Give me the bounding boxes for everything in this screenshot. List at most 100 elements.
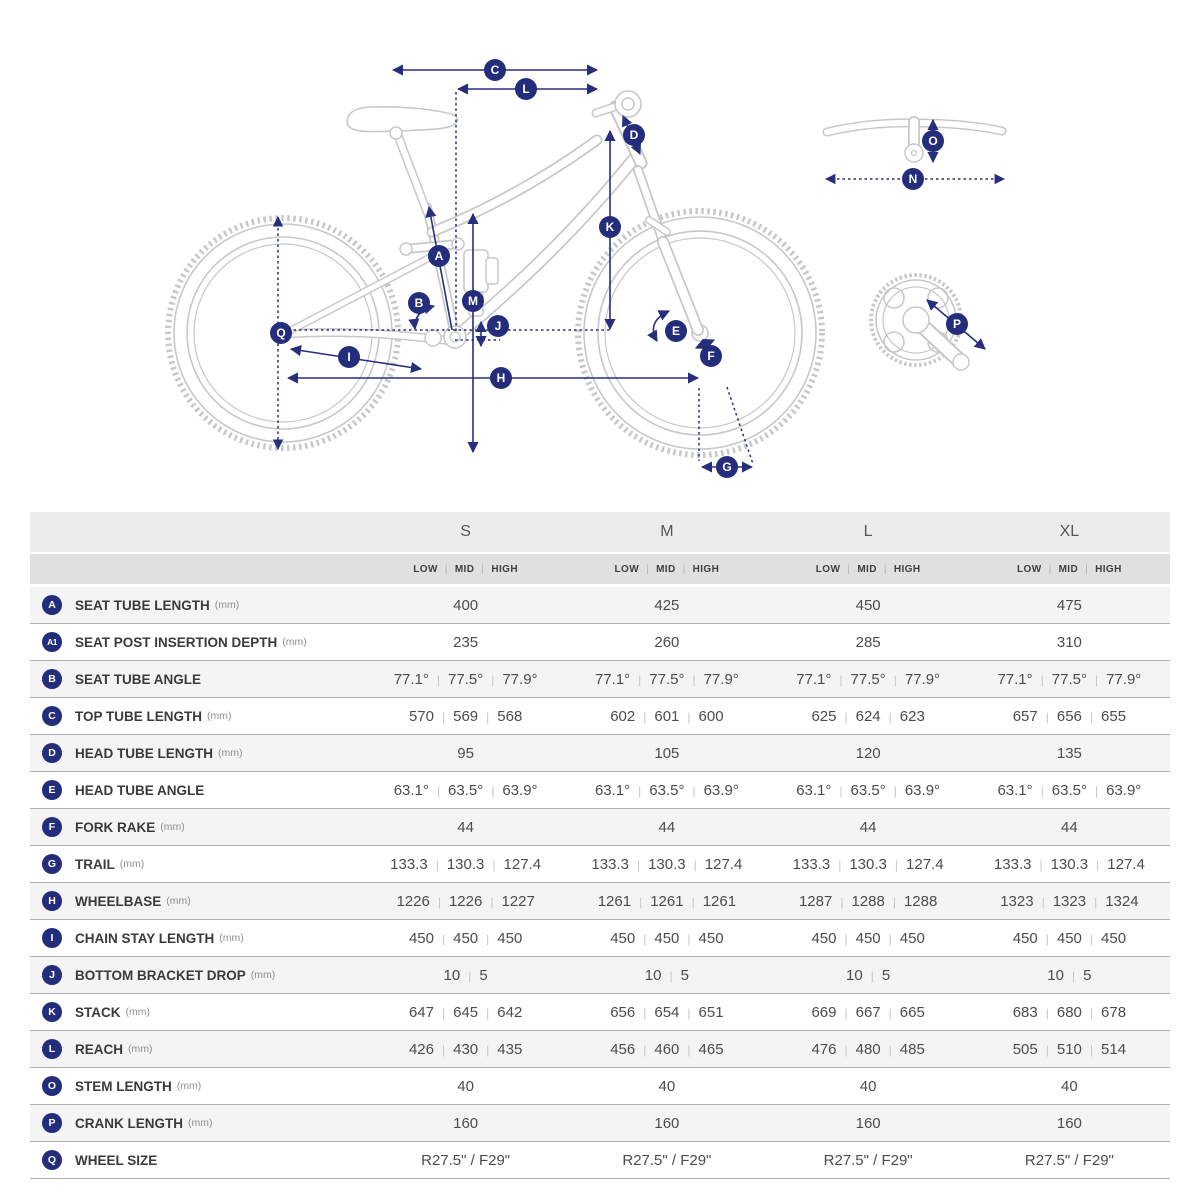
row-label: FORK RAKE bbox=[75, 819, 156, 835]
size-value: 669 bbox=[811, 1003, 837, 1021]
value-pipe: | bbox=[436, 783, 441, 798]
row-label: HEAD TUBE LENGTH bbox=[75, 745, 213, 761]
size-value: 160 bbox=[453, 1114, 479, 1132]
size-value: 10 bbox=[644, 966, 662, 984]
level-labels: LOW | MID | HIGH bbox=[768, 564, 969, 575]
size-value: 600 bbox=[698, 707, 724, 725]
row-unit: (mm) bbox=[188, 1117, 213, 1129]
value-pipe: | bbox=[492, 857, 496, 872]
size-value-cell: 400 bbox=[365, 597, 566, 614]
size-value: 130.3 bbox=[648, 855, 686, 873]
size-value: R27.5" / F29" bbox=[622, 1151, 712, 1169]
level-label: LOW bbox=[413, 563, 438, 575]
value-pipe: | bbox=[839, 672, 843, 687]
row-label-cell: D HEAD TUBE LENGTH (mm) bbox=[30, 743, 365, 763]
size-value: 77.5° bbox=[1051, 670, 1087, 688]
size-value: 77.9° bbox=[703, 670, 739, 688]
size-value: 135 bbox=[1056, 744, 1082, 762]
level-label: HIGH bbox=[491, 563, 518, 575]
row-label: REACH bbox=[75, 1041, 124, 1057]
size-value: R27.5" / F29" bbox=[421, 1151, 511, 1169]
size-value-cell: R27.5" / F29" bbox=[365, 1152, 566, 1169]
value-pipe: | bbox=[1045, 709, 1049, 724]
size-value-cell: 77.1° | 77.5° | 77.9° bbox=[768, 671, 969, 688]
row-badge: Q bbox=[42, 1150, 62, 1170]
table-row: O STEM LENGTH (mm) 40 40 40 40 bbox=[30, 1068, 1170, 1105]
svg-text:B: B bbox=[415, 296, 424, 310]
row-label-cell: E HEAD TUBE ANGLE bbox=[30, 780, 365, 800]
row-label: CHAIN STAY LENGTH bbox=[75, 930, 215, 946]
row-label: STACK bbox=[75, 1004, 121, 1020]
value-pipe: | bbox=[1094, 672, 1099, 687]
value-pipe: | bbox=[687, 1005, 691, 1020]
size-value: 10 bbox=[846, 966, 863, 984]
size-value-cell: 133.3 | 130.3 | 127.4 bbox=[768, 856, 969, 873]
value-pipe: | bbox=[888, 709, 892, 724]
value-pipe: | bbox=[1094, 894, 1098, 909]
size-value-cell: 235 bbox=[365, 634, 566, 651]
size-value: 1323 bbox=[1052, 892, 1087, 910]
size-value: 10 bbox=[443, 966, 461, 984]
value-pipe: | bbox=[1045, 931, 1049, 946]
row-unit: (mm) bbox=[218, 747, 243, 759]
size-value-cell: 77.1° | 77.5° | 77.9° bbox=[365, 671, 566, 688]
size-value: 569 bbox=[453, 707, 479, 725]
row-badge: A1 bbox=[42, 632, 62, 652]
size-value-cell: 602 | 601 | 600 bbox=[566, 708, 767, 725]
size-value: 1227 bbox=[501, 892, 535, 910]
size-value-cell: 44 bbox=[969, 819, 1170, 836]
size-value-cell: 450 bbox=[768, 597, 969, 614]
size-value-cell: 647 | 645 | 642 bbox=[365, 1004, 566, 1021]
badge-o: O bbox=[922, 130, 944, 152]
value-pipe: | bbox=[687, 709, 691, 724]
size-value: 450 bbox=[1012, 929, 1038, 947]
size-value-cell: 570 | 569 | 568 bbox=[365, 708, 566, 725]
size-value: 235 bbox=[453, 633, 479, 651]
value-pipe: | bbox=[888, 931, 892, 946]
size-value: 310 bbox=[1056, 633, 1082, 651]
level-label: HIGH bbox=[893, 563, 921, 575]
size-value: 1324 bbox=[1105, 892, 1139, 910]
size-value-cell: 310 bbox=[969, 634, 1170, 651]
level-label: LOW bbox=[614, 563, 640, 575]
value-pipe: | bbox=[687, 1042, 691, 1057]
table-row: P CRANK LENGTH (mm) 160 160 160 160 bbox=[30, 1105, 1170, 1142]
size-value-cell: 44 bbox=[365, 819, 566, 836]
size-value: 63.1° bbox=[997, 781, 1033, 799]
value-pipe: | bbox=[844, 1005, 848, 1020]
value-pipe: | bbox=[491, 783, 495, 798]
row-label-cell: I CHAIN STAY LENGTH (mm) bbox=[30, 928, 365, 948]
table-row: K STACK (mm) 647 | 645 | 642 656 | 654 | 651 669 | 667 |… bbox=[30, 994, 1170, 1031]
row-unit: (mm) bbox=[166, 895, 191, 907]
value-pipe: | bbox=[1089, 709, 1094, 724]
size-value-cell: 63.1° | 63.5° | 63.9° bbox=[566, 782, 767, 799]
level-pipe: | bbox=[1085, 563, 1089, 575]
size-value: 510 bbox=[1056, 1040, 1082, 1058]
size-value-cell: 450 | 450 | 450 bbox=[969, 930, 1170, 947]
value-pipe: | bbox=[491, 672, 495, 687]
size-value: 77.9° bbox=[904, 670, 941, 688]
row-unit: (mm) bbox=[125, 1006, 151, 1018]
value-pipe: | bbox=[643, 709, 647, 724]
row-label-cell: B SEAT TUBE ANGLE bbox=[30, 669, 365, 689]
size-column-header: L bbox=[863, 523, 873, 540]
size-value-cell: 40 bbox=[969, 1078, 1170, 1095]
size-value: 160 bbox=[654, 1114, 680, 1132]
size-value: 1287 bbox=[798, 892, 833, 910]
badge-j: J bbox=[487, 315, 509, 337]
level-label: MID bbox=[656, 563, 676, 575]
value-pipe: | bbox=[643, 1042, 647, 1057]
size-value: 63.9° bbox=[904, 781, 941, 799]
svg-text:M: M bbox=[468, 294, 478, 308]
badge-p: P bbox=[946, 313, 968, 335]
value-pipe: | bbox=[838, 857, 842, 872]
row-unit: (mm) bbox=[219, 932, 244, 944]
size-value-cell: 77.1° | 77.5° | 77.9° bbox=[969, 671, 1170, 688]
size-value-cell: 135 bbox=[969, 745, 1170, 762]
size-value: 63.1° bbox=[393, 781, 429, 799]
row-label-cell: K STACK (mm) bbox=[30, 1002, 365, 1022]
size-value: 485 bbox=[899, 1040, 925, 1058]
svg-text:D: D bbox=[630, 128, 639, 142]
size-value: 77.5° bbox=[448, 670, 484, 688]
